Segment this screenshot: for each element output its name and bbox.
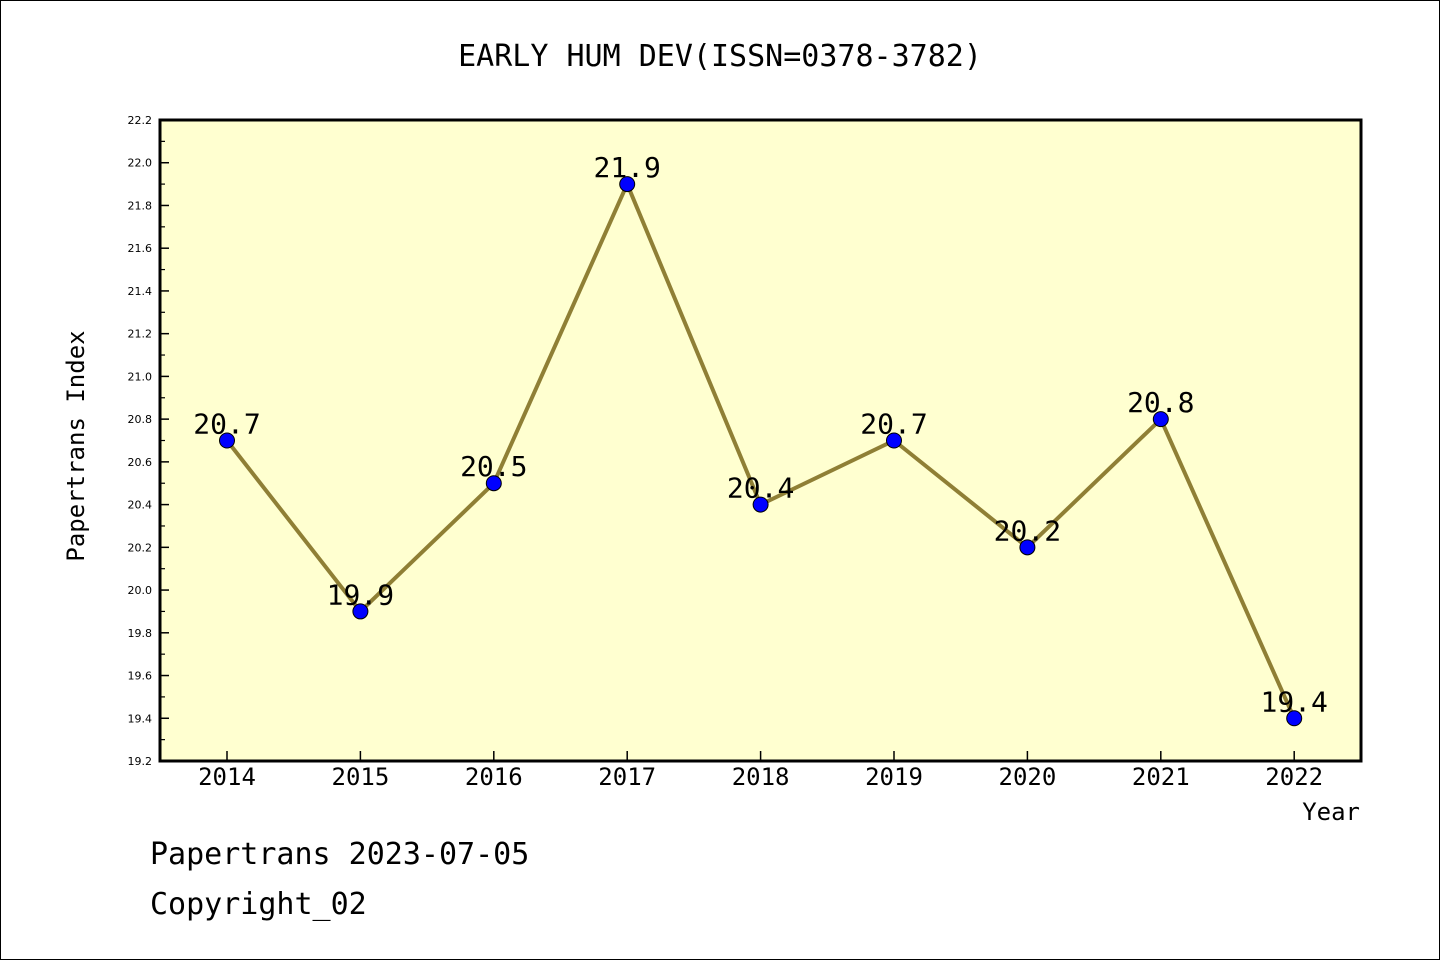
y-tick-label: 21.4 bbox=[128, 285, 153, 298]
x-axis-label: Year bbox=[1302, 798, 1360, 826]
y-tick-label: 20.8 bbox=[128, 413, 153, 426]
footer-date: Papertrans 2023-07-05 bbox=[150, 837, 529, 872]
y-tick-label: 19.2 bbox=[128, 755, 153, 768]
chart-title: EARLY HUM DEV(ISSN=0378-3782) bbox=[458, 39, 982, 74]
y-tick-label: 20.6 bbox=[128, 456, 153, 469]
plot-border bbox=[158, 118, 1363, 763]
y-tick-label: 22.2 bbox=[128, 114, 153, 127]
x-tick-label: 2017 bbox=[598, 763, 656, 791]
y-tick-label: 21.0 bbox=[128, 370, 153, 383]
data-label: 20.7 bbox=[860, 408, 927, 441]
y-tick-label: 20.2 bbox=[128, 541, 153, 554]
data-point bbox=[1019, 539, 1036, 556]
data-point bbox=[219, 432, 235, 449]
y-tick-label: 19.4 bbox=[128, 712, 153, 725]
data-point bbox=[1286, 710, 1303, 727]
y-axis-label: Papertrans Index bbox=[62, 330, 90, 561]
data-label: 20.7 bbox=[193, 408, 260, 441]
data-point bbox=[352, 603, 369, 620]
y-tick-label: 20.0 bbox=[128, 584, 153, 597]
y-tick-label: 19.6 bbox=[128, 670, 153, 683]
data-point bbox=[485, 475, 502, 492]
x-tick-label: 2019 bbox=[865, 763, 923, 791]
data-label: 19.9 bbox=[327, 578, 394, 611]
x-tick-label: 2020 bbox=[999, 763, 1057, 791]
data-label: 20.8 bbox=[1127, 386, 1194, 419]
y-tick-label: 21.6 bbox=[128, 242, 153, 255]
footer-copyright: Copyright_02 bbox=[150, 887, 367, 922]
x-tick-label: 2015 bbox=[332, 763, 390, 791]
data-label: 21.9 bbox=[593, 151, 660, 184]
y-tick-label: 20.4 bbox=[128, 499, 153, 512]
x-tick-label: 2018 bbox=[732, 763, 790, 791]
y-tick-label: 21.8 bbox=[128, 199, 153, 212]
data-label: 20.4 bbox=[727, 472, 794, 505]
plot-area bbox=[160, 120, 1361, 761]
data-point bbox=[886, 432, 902, 449]
x-tick-label: 2014 bbox=[198, 763, 256, 791]
data-label: 19.4 bbox=[1260, 685, 1327, 718]
y-tick-label: 19.8 bbox=[128, 627, 153, 640]
x-axis: 2014 2015 2016 2017 2018 2019 2020 2021 2022 bbox=[198, 751, 1323, 791]
data-point bbox=[619, 176, 636, 193]
data-label: 20.2 bbox=[994, 514, 1061, 547]
x-tick-label: 2016 bbox=[465, 763, 523, 791]
data-point bbox=[752, 496, 769, 513]
data-label: 20.5 bbox=[460, 450, 527, 483]
data-labels: 20.7 19.9 20.5 21.9 20.4 20.7 20.2 20.8 19.4 bbox=[193, 151, 1328, 718]
y-tick-label: 21.2 bbox=[128, 328, 153, 341]
series-markers bbox=[219, 176, 1303, 727]
data-point bbox=[1152, 411, 1169, 428]
x-tick-label: 2022 bbox=[1265, 763, 1323, 791]
x-tick-label: 2021 bbox=[1132, 763, 1190, 791]
y-tick-label: 22.0 bbox=[128, 157, 153, 170]
